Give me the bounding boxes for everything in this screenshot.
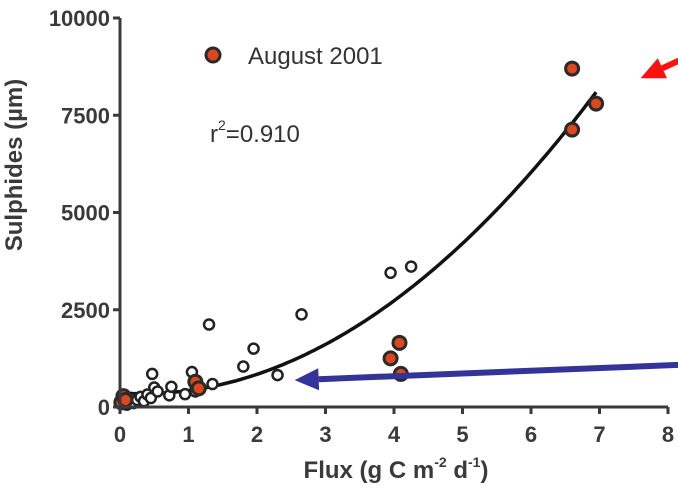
open-circle-point (247, 342, 260, 355)
y-axis-title: Sulphides (µm) (1, 79, 28, 252)
x-tick-label: 0 (114, 422, 126, 447)
r-squared-prefix: r (210, 121, 218, 148)
open-circle-point (206, 377, 219, 391)
open-circle-point (178, 387, 192, 401)
open-circle-point (271, 368, 284, 382)
arrows-group (294, 57, 678, 391)
x-tick-label: 2 (251, 422, 263, 447)
red-arrow-shaft (661, 57, 678, 71)
open-circle-point (237, 360, 250, 373)
x-axis-title-close: ) (480, 457, 488, 484)
x-tick-label: 6 (525, 422, 537, 447)
legend: August 2001 (204, 43, 383, 70)
legend-marker (204, 46, 222, 64)
august-2001-point (382, 350, 399, 367)
x-axis-title: Flux (g C m-2 d-1) (304, 454, 489, 484)
x-tick-label: 1 (182, 422, 194, 447)
x-tick-label: 8 (662, 422, 674, 447)
y-tick-label: 0 (98, 395, 110, 420)
august-2001-point (564, 121, 581, 138)
r-squared-value: =0.910 (226, 121, 300, 148)
x-axis-title-exponent-area: -2 (434, 454, 447, 470)
blue-arrow-head (294, 368, 320, 391)
x-axis-title-main: Flux (g C m (304, 457, 435, 484)
y-tick-label: 7500 (61, 103, 110, 128)
x-tick-label: 4 (388, 422, 401, 447)
open-circle-point (384, 266, 397, 280)
open-circle-point (145, 367, 159, 381)
open-circle-point (165, 380, 178, 394)
open-circle-point (295, 308, 308, 321)
open-circle-point (202, 318, 216, 331)
x-axis-title-mid: d (447, 457, 468, 484)
open-circle-point (151, 385, 164, 398)
y-tick-label: 10000 (49, 6, 110, 31)
x-tick-label: 3 (319, 422, 331, 447)
blue-arrow-shaft (318, 361, 678, 383)
red-arrow-head (640, 58, 668, 79)
legend-label: August 2001 (248, 43, 383, 70)
x-axis-title-exponent-time: -1 (468, 454, 481, 470)
august-2001-point (588, 95, 605, 112)
data-points-group (113, 60, 605, 411)
fit-curve-group (119, 91, 598, 396)
r-squared-superscript: 2 (218, 117, 226, 133)
x-tick-label: 5 (456, 422, 468, 447)
open-circle-point (404, 260, 418, 273)
fit-curve (119, 91, 598, 396)
axes-group: 0 2500 5000 7500 10000 0 1 2 3 4 5 6 7 8 (49, 6, 674, 447)
august-2001-point (190, 380, 207, 397)
r-squared-annotation: r2=0.910 (210, 117, 300, 148)
august-2001-point (391, 334, 408, 351)
y-tick-label: 2500 (61, 298, 110, 323)
august-2001-point (564, 60, 581, 77)
x-tick-label: 7 (593, 422, 605, 447)
y-tick-label: 5000 (61, 201, 110, 226)
